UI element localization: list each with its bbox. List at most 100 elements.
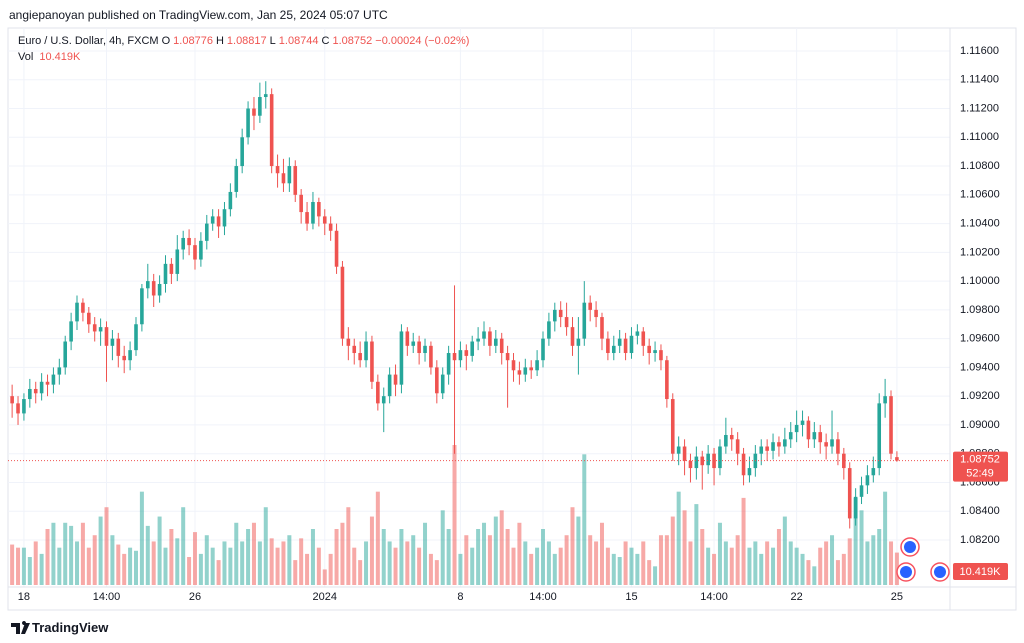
candle-body [39, 381, 44, 394]
volume-bar [741, 497, 746, 585]
volume-bar [476, 529, 481, 585]
volume-bar [588, 535, 593, 585]
candle-body [204, 223, 209, 241]
candle-body [134, 324, 138, 351]
volume-bar [334, 529, 339, 585]
volume-bar [21, 547, 26, 585]
candle-body [317, 202, 321, 217]
candle-body [216, 216, 221, 227]
candle-body [140, 288, 144, 325]
candle-body [10, 396, 14, 404]
candle-body [393, 374, 398, 385]
volume-bar [535, 547, 540, 585]
candle-body [812, 432, 817, 440]
y-tick-label: 1.11200 [960, 102, 999, 114]
volume-bar [493, 516, 498, 585]
volume-bar [700, 529, 705, 585]
candle-body [712, 453, 716, 469]
volume-bar [570, 507, 575, 585]
candle-body [836, 439, 840, 454]
volume-bar [110, 535, 115, 585]
volume-bar [417, 547, 422, 585]
volume-bar [139, 491, 144, 585]
candle-body [777, 442, 781, 447]
footer: TradingView [32, 620, 109, 635]
candle-body [228, 191, 233, 210]
legend-key: H [215, 35, 224, 47]
logo [11, 621, 30, 634]
y-tick-label: 1.11000 [960, 131, 999, 143]
volume-bar [369, 516, 374, 585]
candle-body [818, 432, 823, 443]
candle-body [122, 355, 127, 361]
y-tick-label: 1.10000 [960, 275, 1000, 287]
candle-body [364, 341, 368, 361]
candle-body [623, 338, 628, 354]
candle-body [883, 396, 887, 404]
x-tick-label: 26 [189, 591, 201, 603]
candle-body [859, 485, 864, 497]
candle-body [87, 312, 91, 325]
candle-body [181, 237, 185, 250]
last-price-label: 1.08752 [960, 454, 1000, 466]
volume-bar [729, 547, 734, 585]
volume-bar [181, 507, 186, 585]
y-tick-label: 1.09800 [960, 304, 1000, 316]
candle-body [452, 353, 457, 361]
candle-body [128, 350, 132, 361]
volume-bar [27, 557, 32, 585]
volume-bar [712, 553, 717, 585]
candle-body [511, 360, 516, 371]
volume-bar [187, 557, 192, 585]
legend-value: 1.08744 [278, 35, 319, 47]
candle-body [293, 166, 298, 195]
candle-body [334, 230, 339, 267]
volume-bar [717, 522, 722, 585]
candle-body [299, 194, 303, 213]
volume-bar [322, 569, 327, 585]
volume-bar [611, 553, 616, 585]
volume-bar [617, 557, 622, 585]
volume-bar [393, 547, 398, 585]
volume-bar [128, 547, 133, 585]
candle-body [552, 309, 557, 322]
volume-bar [723, 541, 728, 585]
volume-bar [806, 560, 811, 585]
candle-body [729, 434, 734, 440]
candle-body [464, 350, 469, 356]
candle-body [470, 341, 475, 356]
candle-body [269, 94, 274, 167]
volume-bar [800, 553, 805, 585]
volume-bar [788, 541, 793, 585]
candle-body [700, 456, 705, 466]
candle-body [541, 338, 545, 361]
volume-bar [122, 553, 127, 585]
candle-body [688, 460, 693, 469]
x-tick-label: 15 [625, 591, 637, 603]
volume-bar [482, 522, 487, 585]
candle-body [116, 338, 121, 356]
volume-bar [682, 510, 687, 585]
candle-body [45, 381, 50, 385]
event-icon-inner [904, 541, 916, 553]
candle-body [429, 345, 433, 368]
candle-body [765, 446, 769, 451]
x-tick-label: 8 [457, 591, 463, 603]
volume-bar [694, 504, 699, 585]
x-tick-label: 22 [791, 591, 803, 603]
candle-body [564, 317, 569, 328]
candle-body [735, 439, 740, 454]
logo-shape [11, 621, 30, 634]
volume-bar [458, 553, 463, 585]
candle-body [435, 367, 439, 394]
volume-bar [676, 491, 681, 585]
x-tick-label: 14:00 [529, 591, 557, 603]
symbol: Euro / U.S. Dollar, 4h, FXCM [18, 35, 159, 47]
volume-bar [487, 535, 492, 585]
candle-body [376, 381, 380, 404]
candle-body [659, 350, 663, 361]
candle-body [535, 360, 539, 371]
legend-key: O [161, 35, 171, 47]
volume-bar [316, 547, 321, 585]
